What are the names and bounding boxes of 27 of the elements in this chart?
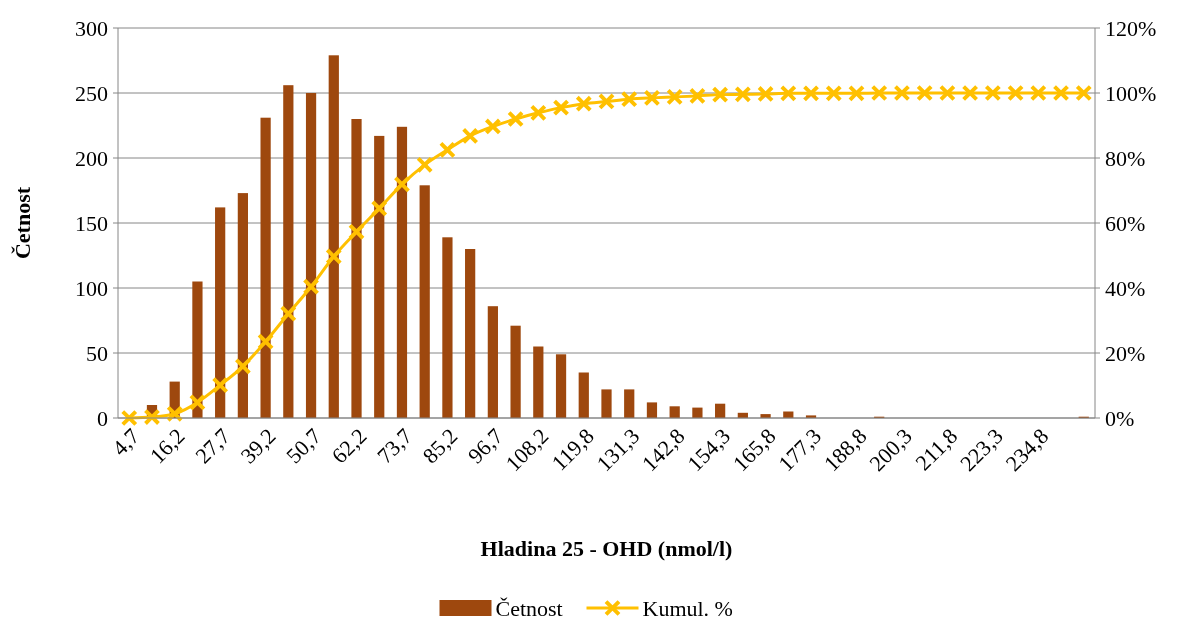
- x-tick-label: 39,2: [235, 423, 281, 469]
- y-tick-label: 300: [75, 15, 108, 41]
- y-tick-label: 50: [86, 340, 108, 366]
- y-tick-label: 0: [97, 405, 108, 431]
- x-tick-label: 27,7: [190, 423, 236, 469]
- x-tick-label: 16,2: [144, 423, 190, 469]
- x-tick-label: 73,7: [372, 423, 417, 469]
- y-axis-title: Četnost: [10, 186, 35, 260]
- x-tick-label: 50,7: [281, 423, 327, 469]
- y-tick-label: 100: [75, 275, 108, 301]
- y2-tick-label: 60%: [1105, 210, 1146, 236]
- y2-tick-label: 120%: [1105, 15, 1157, 41]
- y2-tick-label: 40%: [1105, 275, 1146, 301]
- y2-tick-label: 20%: [1105, 340, 1146, 366]
- y-tick-label: 250: [75, 80, 108, 106]
- x-axis-title: Hladina 25 - OHD (nmol/l): [480, 536, 733, 561]
- legend-label: Četnost: [495, 595, 563, 619]
- x-tick-label: 96,7: [462, 423, 508, 469]
- y2-tick-label: 0%: [1105, 405, 1135, 431]
- x-tick-label: 62,2: [326, 423, 372, 469]
- x-tick-label: 4,7: [107, 423, 145, 461]
- y2-tick-label: 80%: [1105, 145, 1146, 171]
- y-tick-label: 150: [75, 210, 108, 236]
- y2-tick-label: 100%: [1105, 80, 1157, 106]
- y-tick-label: 200: [75, 145, 108, 171]
- x-tick-label: 85,2: [417, 423, 463, 469]
- legend-label: Kumul. %: [642, 595, 733, 619]
